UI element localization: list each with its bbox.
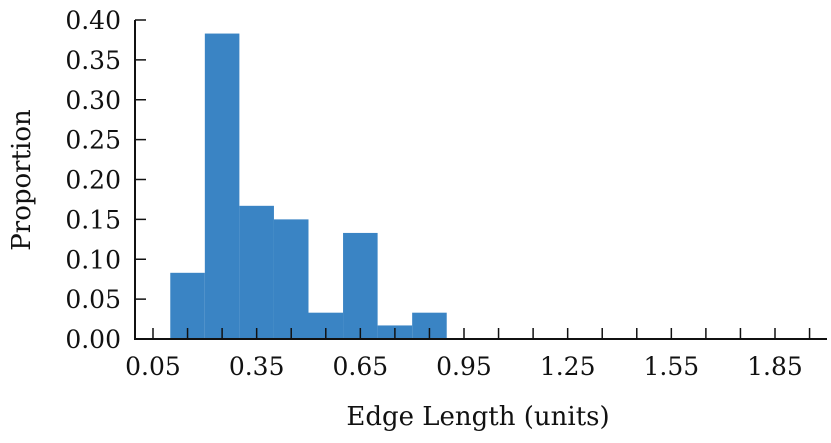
x-tick-label: 0.65	[332, 352, 388, 381]
histogram-bar-3	[273, 219, 309, 339]
x-tick-label: 0.95	[436, 352, 492, 381]
y-tick-label: 0.15	[65, 205, 121, 234]
x-tick-label: 1.25	[540, 352, 596, 381]
y-axis-label: Proportion	[7, 109, 37, 251]
bars-group	[170, 33, 447, 340]
y-tick-label: 0.35	[65, 46, 121, 75]
y-tick-label: 0.10	[65, 245, 121, 274]
x-axis-label: Edge Length (units)	[346, 402, 609, 432]
y-tick-label: 0.25	[65, 126, 121, 155]
histogram-bar-0	[170, 272, 205, 339]
y-tick-label: 0.05	[65, 285, 121, 314]
histogram-bar-1	[204, 33, 240, 340]
x-tick-label: 0.05	[125, 352, 181, 381]
y-tick-label: 0.30	[65, 86, 121, 115]
x-tick-label: 0.35	[229, 352, 285, 381]
x-tick-label: 1.85	[747, 352, 803, 381]
histogram-bar-2	[239, 205, 274, 339]
histogram-bar-5	[343, 232, 378, 339]
y-tick-label: 0.20	[65, 166, 121, 195]
y-tick-label: 0.40	[65, 6, 121, 35]
x-ticks-group: 0.05 0.35 0.65 0.95 1.25 1.55 1.85	[125, 328, 811, 381]
x-tick-label: 1.55	[643, 352, 699, 381]
y-ticks-group: 0.00 0.05 0.10 0.15 0.20 0.25 0.30 0.35 0.40	[65, 6, 146, 354]
y-tick-label: 0.00	[65, 325, 121, 354]
